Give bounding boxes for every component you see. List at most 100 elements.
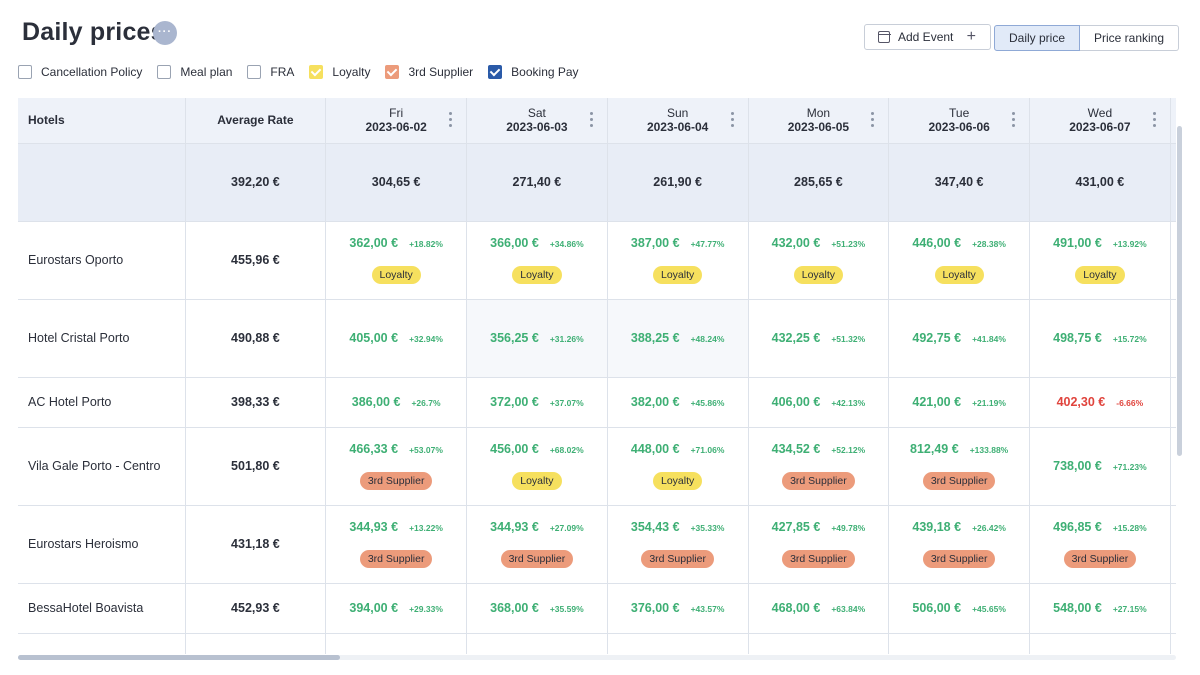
price-diff: +15.72%: [1112, 334, 1147, 344]
column-menu-icon[interactable]: [1152, 112, 1156, 130]
price-cell[interactable]: 432,25 € +51.32%: [748, 299, 890, 378]
price-cell[interactable]: 356,25 € +31.26%: [466, 299, 608, 378]
hotel-name[interactable]: Hotel Cristal Porto: [18, 299, 186, 378]
filter-booking-pay[interactable]: Booking Pay: [488, 65, 579, 79]
filter-loyalty[interactable]: Loyalty: [309, 65, 370, 79]
price-cell[interactable]: 562,00 €: [1170, 583, 1176, 634]
daily-price-tab[interactable]: Daily price: [994, 25, 1080, 51]
price-cell[interactable]: 506,00 € +45.65%: [888, 583, 1031, 634]
price-line: 402,30 € -6.66%: [1030, 395, 1170, 409]
table-row[interactable]: Eurostars Oporto 455,96 € 362,00 € +18.82% L…: [18, 221, 1176, 300]
table-row[interactable]: Eurostars Heroismo 431,18 € 344,93 € +13.22…: [18, 505, 1176, 584]
hotel-average-rate: 398,33 €: [185, 377, 327, 428]
price-cell[interactable]: 402,30 € -6.66%: [1029, 377, 1171, 428]
price-cell[interactable]: 366,00 € +34.86% Loyalty: [466, 221, 608, 300]
price-cell[interactable]: 376,00 € +43.57%: [607, 583, 749, 634]
column-menu-icon[interactable]: [589, 112, 593, 130]
price-cell[interactable]: 382,00 € +45.86%: [607, 377, 749, 428]
price-ranking-tab[interactable]: Price ranking: [1080, 25, 1179, 51]
price-line: 394,00 € +29.33%: [326, 601, 466, 615]
checkbox-icon[interactable]: [18, 65, 32, 79]
price-cell[interactable]: 434,52 € +52.12% 3rd Supplier: [748, 427, 890, 506]
hotel-name[interactable]: Eurostars Oporto: [18, 221, 186, 300]
day-name: Sat: [527, 106, 546, 121]
price-cell[interactable]: 738,00 € +71.23%: [1029, 427, 1171, 506]
third-supplier-badge: 3rd Supplier: [1063, 550, 1137, 568]
table-row[interactable]: BessaHotel Boavista 452,93 € 394,00 € +29.3…: [18, 583, 1176, 634]
table-row[interactable]: Vila Gale Porto - Centro 501,80 €466,33 €…: [18, 427, 1176, 506]
price-cell[interactable]: 468,00 € +63.84%: [748, 583, 890, 634]
horizontal-scrollbar-thumb[interactable]: [18, 655, 340, 660]
day-name: Th: [1171, 106, 1176, 120]
day-date: 2023-06-05: [787, 120, 850, 135]
price-value: 466,33 €: [349, 442, 399, 456]
checkbox-icon[interactable]: [247, 65, 262, 79]
hotel-name[interactable]: AC Hotel Porto: [18, 377, 186, 428]
hotel-name[interactable]: Eurostars Heroismo: [18, 505, 186, 584]
price-cell[interactable]: 446,00 € +28.38% Loyalty: [888, 221, 1031, 300]
price-cell[interactable]: 432,00 € +51.23% Loyalty: [748, 221, 890, 300]
price-cell[interactable]: 548,00 € +27.15%: [1029, 583, 1171, 634]
hotel-name[interactable]: BessaHotel Boavista: [18, 583, 186, 634]
price-cell[interactable]: 496,85 € +15.28% 3rd Supplier: [1029, 505, 1171, 584]
price-cell[interactable]: 466,33 € +53.07% 3rd Supplier: [325, 427, 468, 506]
table-row[interactable]: [18, 633, 1176, 654]
filter-cancellation-policy[interactable]: Cancellation Policy: [18, 65, 142, 79]
checkbox-icon[interactable]: [385, 65, 400, 79]
price-cell[interactable]: 394,00 € +29.33%: [325, 583, 468, 634]
price-value: 491,00 €: [1053, 236, 1102, 250]
price-cell[interactable]: 492,75: [1170, 299, 1176, 378]
column-menu-icon[interactable]: [1012, 112, 1016, 130]
price-cell[interactable]: 354,43 € +35.33% 3rd Supplier: [607, 505, 749, 584]
price-cell[interactable]: 522,00 €Lo: [1170, 221, 1176, 300]
price-cell[interactable]: 555,00 €: [1170, 427, 1176, 506]
price-cell[interactable]: 372,00 € +37.07%: [466, 377, 608, 428]
price-cell[interactable]: 406,00 € +42.13%: [748, 377, 890, 428]
checkbox-icon[interactable]: [488, 65, 503, 79]
price-cell[interactable]: 448,00 € +71.06% Loyalty: [607, 427, 749, 506]
more-options-button[interactable]: ···: [153, 21, 177, 45]
add-event-button[interactable]: Add Event +: [864, 24, 991, 50]
column-menu-icon[interactable]: [449, 112, 453, 130]
filter-label: 3rd Supplier: [408, 65, 474, 79]
price-cell[interactable]: 492,75 € +41.84%: [888, 299, 1031, 378]
price-cell[interactable]: 414,30 €: [1170, 377, 1176, 428]
price-line: 382,00 € +45.86%: [608, 395, 748, 409]
filter-meal-plan[interactable]: Meal plan: [157, 65, 232, 79]
checkbox-icon[interactable]: [309, 65, 324, 79]
vertical-scrollbar[interactable]: [1177, 126, 1182, 456]
price-cell[interactable]: 387,00 € +47.77% Loyalty: [607, 221, 749, 300]
price-cell[interactable]: 368,00 € +35.59%: [466, 583, 608, 634]
column-menu-icon[interactable]: [871, 112, 875, 130]
price-cell[interactable]: 498,75 € +15.72%: [1029, 299, 1171, 378]
price-value: 498,75 €: [1053, 331, 1102, 345]
price-line: 406,00 € +42.13%: [749, 395, 889, 409]
column-menu-icon[interactable]: [730, 112, 734, 130]
price-cell[interactable]: 601,00 €: [1170, 505, 1176, 584]
price-cell[interactable]: 388,25 € +48.24%: [607, 299, 749, 378]
price-cell[interactable]: 491,00 € +13.92% Loyalty: [1029, 221, 1171, 300]
price-cell[interactable]: 386,00 € +26.7%: [325, 377, 468, 428]
filter-3rd-supplier[interactable]: 3rd Supplier: [385, 65, 473, 79]
price-line: 376,00 € +43.57%: [608, 601, 748, 615]
price-value: 386,00 €: [351, 395, 401, 409]
table-row[interactable]: Hotel Cristal Porto 490,88 € 405,00 € +32.9…: [18, 299, 1176, 378]
price-cell[interactable]: 421,00 € +21.19%: [888, 377, 1031, 428]
filter-label: Meal plan: [180, 65, 233, 79]
price-cell[interactable]: 456,00 € +68.02% Loyalty: [466, 427, 608, 506]
empty-cell: [18, 633, 186, 654]
price-cell[interactable]: 344,93 € +27.09% 3rd Supplier: [466, 505, 608, 584]
price-cell[interactable]: 427,85 € +49.78% 3rd Supplier: [748, 505, 890, 584]
filter-fra[interactable]: FRA: [247, 65, 294, 79]
price-value: 362,00 €: [349, 236, 399, 250]
table-row[interactable]: AC Hotel Porto 398,33 € 386,00 € +26.7% 372,…: [18, 377, 1176, 428]
price-cell[interactable]: 405,00 € +32.94%: [325, 299, 468, 378]
horizontal-scrollbar[interactable]: [18, 655, 1176, 660]
price-cell[interactable]: 362,00 € +18.82% Loyalty: [325, 221, 468, 300]
price-cell[interactable]: 812,49 € +133.88% 3rd Supplier: [888, 427, 1031, 506]
filter-label: FRA: [270, 65, 295, 79]
checkbox-icon[interactable]: [157, 65, 172, 79]
hotel-name[interactable]: Vila Gale Porto - Centro: [18, 427, 186, 506]
price-cell[interactable]: 344,93 € +13.22% 3rd Supplier: [325, 505, 468, 584]
price-cell[interactable]: 439,18 € +26.42% 3rd Supplier: [888, 505, 1031, 584]
